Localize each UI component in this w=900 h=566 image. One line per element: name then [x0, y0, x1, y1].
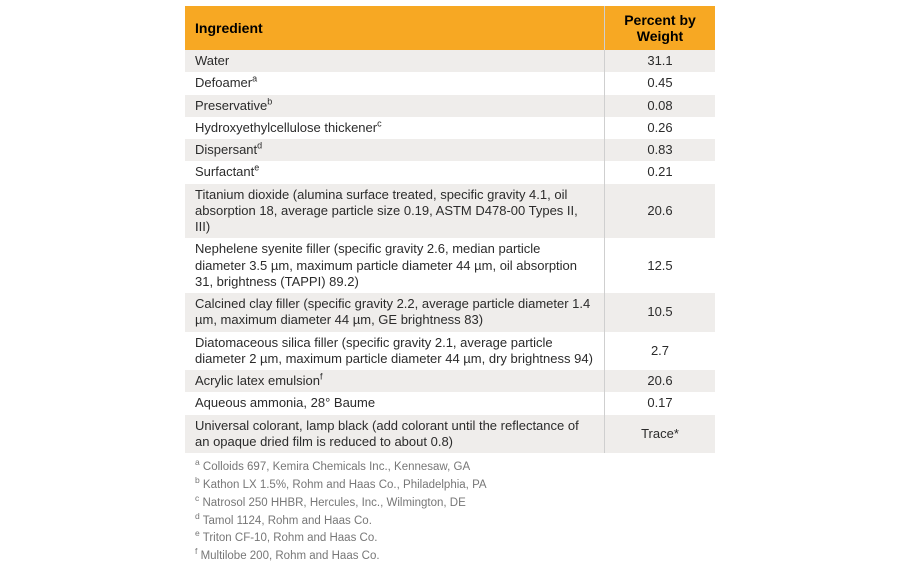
ingredient-cell: Nephelene syenite filler (specific gravi… [185, 238, 605, 293]
value-cell: 20.6 [605, 184, 716, 239]
ingredient-cell: Surfactante [185, 161, 605, 183]
table-row: Dispersantd0.83 [185, 139, 715, 161]
value-cell: 10.5 [605, 293, 716, 332]
table-row: Calcined clay filler (specific gravity 2… [185, 293, 715, 332]
value-cell: 12.5 [605, 238, 716, 293]
table-row: Universal colorant, lamp black (add colo… [185, 415, 715, 454]
ingredient-cell: Universal colorant, lamp black (add colo… [185, 415, 605, 454]
table-body: Water31.1Defoamera0.45Preservativeb0.08H… [185, 50, 715, 453]
value-cell: 0.08 [605, 95, 716, 117]
table-row: Titanium dioxide (alumina surface treate… [185, 184, 715, 239]
table-row: Surfactante0.21 [185, 161, 715, 183]
col-header-percent: Percent byWeight [605, 6, 716, 50]
footnote: f Multilobe 200, Rohm and Haas Co. [195, 548, 715, 566]
ingredient-cell: Defoamera [185, 72, 605, 94]
value-cell: 31.1 [605, 50, 716, 72]
value-cell: 0.83 [605, 139, 716, 161]
footnote: c Natrosol 250 HHBR, Hercules, Inc., Wil… [195, 495, 715, 513]
ingredient-cell: Dispersantd [185, 139, 605, 161]
footnote: a Colloids 697, Kemira Chemicals Inc., K… [195, 459, 715, 477]
table-row: Aqueous ammonia, 28° Baume0.17 [185, 392, 715, 414]
table-row: Preservativeb0.08 [185, 95, 715, 117]
table-row: Acrylic latex emulsionf20.6 [185, 370, 715, 392]
value-cell: 0.21 [605, 161, 716, 183]
ingredient-cell: Hydroxyethylcellulose thickenerc [185, 117, 605, 139]
footnote: b Kathon LX 1.5%, Rohm and Haas Co., Phi… [195, 477, 715, 495]
table-row: Diatomaceous silica filler (specific gra… [185, 332, 715, 371]
table-row: Nephelene syenite filler (specific gravi… [185, 238, 715, 293]
value-cell: 0.45 [605, 72, 716, 94]
ingredient-cell: Acrylic latex emulsionf [185, 370, 605, 392]
ingredient-cell: Preservativeb [185, 95, 605, 117]
footnote: e Triton CF-10, Rohm and Haas Co. [195, 530, 715, 548]
value-cell: 2.7 [605, 332, 716, 371]
ingredient-cell: Water [185, 50, 605, 72]
ingredient-cell: Calcined clay filler (specific gravity 2… [185, 293, 605, 332]
table-row: Water31.1 [185, 50, 715, 72]
value-cell: Trace* [605, 415, 716, 454]
ingredient-cell: Diatomaceous silica filler (specific gra… [185, 332, 605, 371]
value-cell: 20.6 [605, 370, 716, 392]
value-cell: 0.17 [605, 392, 716, 414]
ingredients-table: Ingredient Percent byWeight Water31.1Def… [185, 6, 715, 453]
table-row: Hydroxyethylcellulose thickenerc0.26 [185, 117, 715, 139]
col-header-ingredient: Ingredient [185, 6, 605, 50]
value-cell: 0.26 [605, 117, 716, 139]
ingredient-cell: Titanium dioxide (alumina surface treate… [185, 184, 605, 239]
footnote: d Tamol 1124, Rohm and Haas Co. [195, 513, 715, 531]
table-row: Defoamera0.45 [185, 72, 715, 94]
ingredient-cell: Aqueous ammonia, 28° Baume [185, 392, 605, 414]
ingredients-table-container: Ingredient Percent byWeight Water31.1Def… [185, 6, 715, 550]
